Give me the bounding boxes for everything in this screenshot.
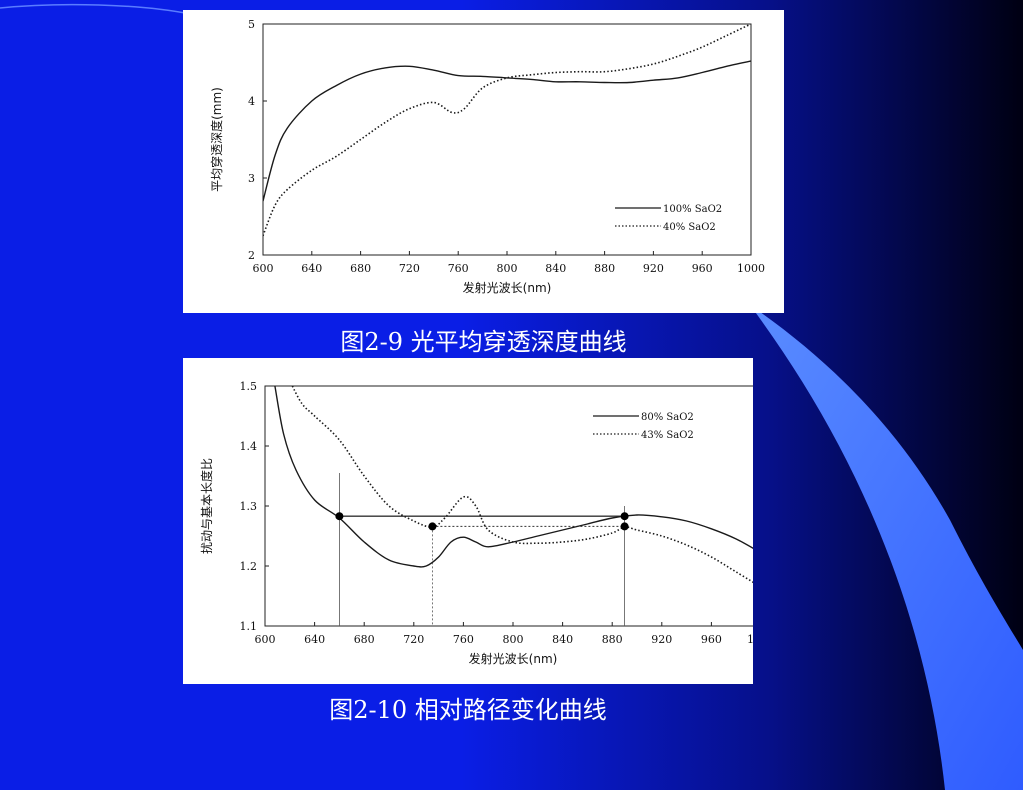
x-tick-label: 760 (448, 262, 469, 275)
y-tick-label: 4 (248, 95, 255, 108)
x-tick-label: 840 (545, 262, 566, 275)
x-tick-label: 640 (304, 633, 325, 646)
y-tick-label: 1.1 (240, 620, 258, 633)
series-line-100-sao2 (263, 60, 751, 202)
x-tick-label: 720 (399, 262, 420, 275)
data-marker (620, 512, 629, 521)
figure-caption-2: 图2-10 相对路径变化曲线 (329, 696, 607, 724)
y-tick-label: 1.2 (240, 560, 258, 573)
series-line-40-sao2 (263, 24, 751, 237)
plot-frame (262, 23, 752, 256)
legend-label: 80% SaO2 (641, 412, 694, 423)
top-arc (0, 3, 191, 15)
y-tick-label: 1.3 (240, 500, 258, 513)
chart-panel-1: 600 640 680 720 760 800 840 880 920 960 1000 2 3 4 5 发射… (183, 10, 784, 313)
x-tick-label: 1000 (747, 633, 753, 646)
y-tick-label: 5 (248, 18, 255, 31)
corner-wedge (750, 305, 1023, 790)
figure-caption-1: 图2-9 光平均穿透深度曲线 (340, 328, 627, 356)
x-tick-label: 880 (602, 633, 623, 646)
x-axis-label: 发射光波长(nm) (469, 651, 558, 666)
penetration-depth-chart: 600 640 680 720 760 800 840 880 920 960 1000 2 3 4 5 发射… (209, 18, 765, 295)
path-change-chart: 600 640 680 720 760 800 840 880 920 960 1000 1.1 1.2… (199, 380, 753, 666)
legend-label: 100% SaO2 (663, 204, 722, 215)
x-tick-label: 920 (651, 633, 672, 646)
series-line-43-sao2 (291, 386, 753, 584)
x-tick-label: 760 (453, 633, 474, 646)
x-tick-label: 680 (350, 262, 371, 275)
y-tick-label: 1.4 (240, 440, 258, 453)
x-tick-label: 880 (594, 262, 615, 275)
x-tick-label: 800 (503, 633, 524, 646)
x-tick-label: 640 (301, 262, 322, 275)
x-tick-label: 920 (643, 262, 664, 275)
x-tick-label: 960 (701, 633, 722, 646)
x-tick-label: 1000 (737, 262, 765, 275)
y-tick-label: 2 (248, 249, 255, 262)
x-tick-label: 800 (497, 262, 518, 275)
chart-panel-2: 600 640 680 720 760 800 840 880 920 960 1000 1.1 1.2… (183, 358, 753, 684)
legend-label: 43% SaO2 (641, 430, 694, 441)
y-axis-label: 扰动与基本长度比 (199, 458, 214, 554)
data-marker (620, 522, 629, 531)
y-axis-label: 平均穿透深度(mm) (209, 87, 224, 192)
data-marker (428, 522, 437, 531)
x-tick-label: 600 (255, 633, 276, 646)
data-marker (335, 512, 344, 521)
x-tick-label: 840 (552, 633, 573, 646)
x-tick-label: 960 (692, 262, 713, 275)
y-tick-label: 1.5 (240, 380, 258, 393)
x-tick-label: 720 (403, 633, 424, 646)
x-axis-label: 发射光波长(nm) (463, 280, 552, 295)
x-tick-label: 600 (253, 262, 274, 275)
legend-label: 40% SaO2 (663, 222, 716, 233)
y-tick-label: 3 (248, 172, 255, 185)
x-tick-label: 680 (354, 633, 375, 646)
